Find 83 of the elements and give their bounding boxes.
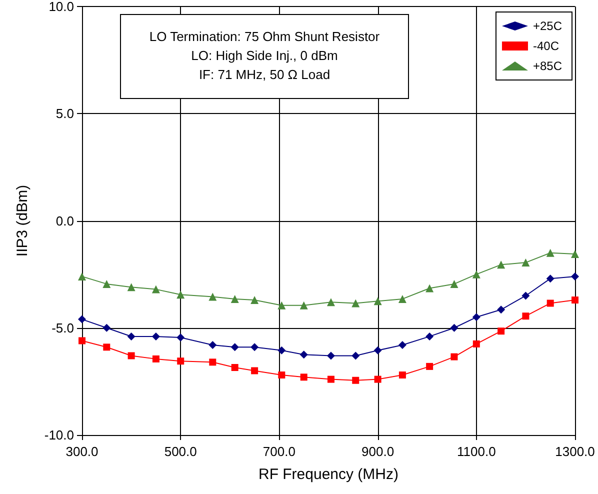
point (152, 355, 160, 362)
point (102, 324, 111, 332)
point (426, 362, 434, 370)
point (450, 324, 458, 332)
annotation: LO: High Side Inj., 0 dBm (190, 47, 339, 65)
x-tick-label: 500.0 (164, 444, 197, 459)
point (522, 292, 530, 300)
point (426, 332, 434, 340)
point (230, 343, 239, 352)
point (78, 315, 86, 324)
point (472, 270, 480, 278)
point (127, 332, 136, 340)
point (326, 352, 335, 360)
point (152, 285, 160, 294)
point (209, 358, 216, 366)
point (127, 283, 136, 292)
point (352, 376, 360, 384)
point (250, 296, 259, 304)
annotation: IF: 71 MHz, 50 Ω Load (198, 66, 332, 84)
x-tick-label: 1300.0 (555, 444, 595, 459)
point (102, 280, 111, 288)
point (128, 352, 135, 360)
point (497, 306, 506, 314)
point (472, 340, 480, 348)
y-tick-label: -5.0 (52, 320, 74, 336)
point (300, 301, 308, 310)
x-tick-label: 300.0 (66, 444, 98, 459)
legend-label: -40C (532, 39, 560, 53)
x-tick-label: 700.0 (262, 444, 296, 459)
point (300, 374, 308, 381)
point (571, 272, 579, 280)
point (497, 260, 506, 269)
point (571, 250, 579, 258)
legend-label: +25C (532, 19, 562, 33)
point (398, 294, 406, 303)
point (522, 258, 530, 267)
point (450, 353, 458, 360)
annotation: LO Termination: 75 Ohm Shunt Resistor (148, 28, 381, 46)
y-tick-label: 0.0 (56, 213, 74, 228)
point (278, 372, 286, 379)
point (208, 341, 217, 350)
point (546, 300, 554, 307)
point (546, 274, 554, 283)
point (251, 367, 258, 374)
point (78, 337, 86, 344)
point (177, 358, 184, 365)
point (374, 346, 382, 354)
point (374, 297, 382, 306)
point (426, 284, 434, 292)
point (352, 352, 360, 360)
x-tick-label: 1100.0 (457, 444, 496, 459)
point (278, 346, 286, 354)
point (498, 328, 505, 335)
point (278, 301, 286, 310)
point (472, 313, 480, 322)
point (398, 372, 406, 379)
point (152, 332, 160, 340)
point (327, 376, 334, 383)
point (103, 344, 110, 351)
legend-label: +85C (532, 59, 562, 73)
y-tick-label: 10.0 (48, 0, 74, 14)
point (230, 294, 239, 303)
point (300, 350, 308, 359)
point (546, 248, 554, 257)
point (522, 312, 530, 320)
point (450, 280, 458, 288)
point (572, 296, 578, 304)
point (398, 341, 406, 350)
point (352, 299, 360, 308)
point (78, 272, 86, 280)
point (374, 376, 382, 383)
x-axis-title: RF Frequency (MHz) (258, 466, 399, 483)
y-tick-label: -10.0 (44, 428, 74, 442)
y-tick-label: 5.0 (56, 106, 74, 122)
point (176, 334, 185, 342)
point (176, 290, 185, 299)
y-axis-title: IIP3 (dBm) (14, 184, 31, 257)
text-box: LO Termination: 75 Ohm Shunt Resistor LO: High Side Inj., 0 dBm IF: 71 MHz, 50 Ω Load (120, 14, 409, 99)
point (250, 343, 259, 352)
x-tick-label: 900.0 (362, 444, 394, 459)
point (231, 364, 238, 372)
point (208, 292, 217, 301)
point (326, 298, 335, 306)
